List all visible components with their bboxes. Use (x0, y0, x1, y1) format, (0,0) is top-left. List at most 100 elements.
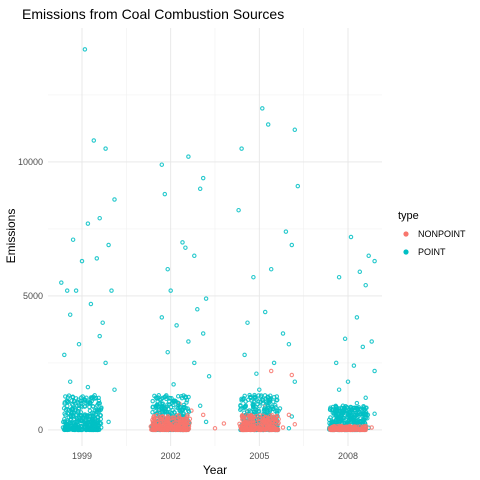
data-point-point (75, 427, 81, 433)
data-point-nonpoint (200, 412, 206, 418)
data-point-point (70, 403, 76, 408)
data-point-point (88, 395, 94, 400)
x-tick-label: 2005 (249, 451, 269, 461)
data-point-point (183, 245, 188, 250)
data-point-point (340, 416, 345, 421)
data-point-point (171, 382, 176, 387)
data-point-point (355, 412, 360, 417)
data-point-nonpoint (246, 421, 251, 426)
x-tick-label: 2002 (161, 451, 181, 461)
data-point-point (153, 404, 159, 410)
data-point-point (203, 296, 209, 301)
data-point-nonpoint (170, 415, 176, 420)
data-point-point (292, 127, 298, 133)
data-point-point (200, 175, 206, 181)
data-point-point (89, 410, 95, 416)
x-axis-ticks: 1999 2002 2005 2008 (72, 451, 358, 461)
data-point-point (156, 393, 162, 398)
data-point-point (256, 408, 262, 414)
data-point-point (165, 266, 170, 272)
data-point-point (269, 404, 275, 409)
x-axis-title: Year (203, 463, 227, 477)
data-point-nonpoint (369, 425, 374, 430)
data-point-point (251, 274, 256, 280)
data-point-nonpoint (152, 424, 158, 430)
data-point-nonpoint (358, 427, 364, 433)
data-point-point (84, 395, 89, 401)
data-point-nonpoint (273, 417, 278, 422)
data-point-nonpoint (244, 427, 250, 433)
data-point-point (90, 403, 96, 409)
data-point-point (280, 331, 286, 336)
data-point-point (88, 301, 94, 307)
data-point-point (85, 384, 91, 390)
data-point-point (260, 106, 265, 111)
data-point-point (71, 427, 76, 433)
data-point-nonpoint (289, 372, 295, 378)
data-point-point (238, 402, 243, 408)
data-point-point (255, 401, 260, 407)
data-point-point (357, 269, 363, 275)
data-point-point (174, 323, 179, 328)
y-axis-title: Emissions (4, 209, 18, 264)
data-point-point (112, 387, 117, 392)
data-point-point (109, 288, 114, 293)
data-point-point (68, 417, 73, 423)
data-point-nonpoint (164, 415, 170, 420)
data-point-point (91, 427, 97, 433)
data-point-point (164, 404, 169, 410)
data-point-nonpoint (179, 422, 185, 428)
data-point-point (163, 394, 168, 399)
data-point-point (271, 394, 277, 400)
data-point-point (80, 415, 85, 421)
data-point-point (152, 393, 157, 399)
data-point-point (254, 371, 259, 376)
y-tick-label: 0 (38, 425, 43, 435)
data-point-point (292, 379, 298, 384)
data-point-point (93, 412, 99, 417)
data-point-nonpoint (360, 427, 366, 433)
data-point-point (176, 401, 181, 406)
data-point-point (59, 280, 64, 285)
data-point-point (241, 396, 246, 401)
data-point-point (64, 419, 70, 425)
data-point-point (69, 407, 74, 412)
data-point-point (85, 401, 91, 406)
data-point-point (206, 374, 212, 379)
data-point-point (372, 258, 377, 264)
data-point-nonpoint (264, 418, 270, 423)
data-point-point (63, 394, 68, 399)
data-point-nonpoint (268, 368, 274, 374)
data-point-nonpoint (152, 416, 157, 421)
data-point-point (96, 415, 101, 420)
data-point-point (336, 408, 341, 414)
data-point-point (244, 409, 250, 414)
data-point-point (89, 425, 94, 430)
data-point-point (184, 397, 190, 403)
data-point-point (159, 162, 165, 167)
data-point-point (175, 405, 181, 411)
data-point-point (366, 253, 371, 259)
data-point-point (150, 398, 155, 404)
data-point-point (161, 407, 166, 413)
y-tick-label: 5000 (23, 291, 43, 301)
data-point-point (333, 403, 338, 409)
data-point-point (90, 416, 95, 422)
data-point-nonpoint (345, 427, 350, 432)
data-point-point (360, 419, 366, 424)
data-point-point (184, 400, 189, 405)
data-point-point (159, 401, 165, 407)
data-point-point (80, 427, 85, 433)
data-point-point (183, 394, 188, 399)
legend-item-point: POINT (403, 247, 446, 257)
data-point-point (359, 413, 365, 418)
data-point-point (73, 423, 78, 429)
data-point-nonpoint (152, 420, 157, 426)
data-point-point (203, 419, 209, 425)
data-point-point (75, 420, 80, 425)
data-point-point (261, 407, 267, 412)
data-point-point (155, 399, 160, 404)
data-point-nonpoint (260, 417, 265, 423)
data-point-point (348, 234, 354, 240)
